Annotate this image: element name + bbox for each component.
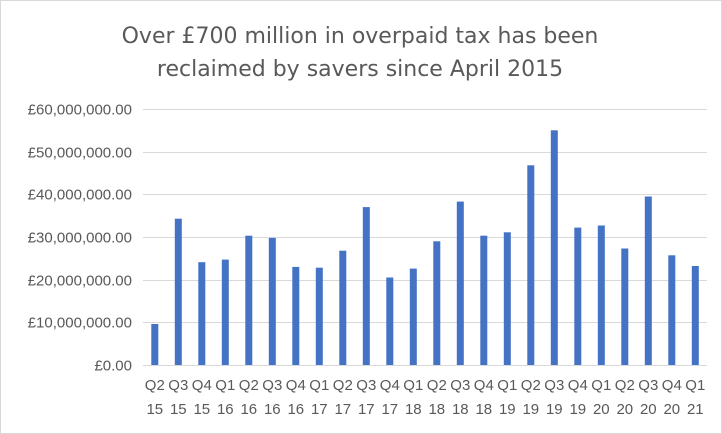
x-tick-label-quarter: Q3 — [168, 377, 188, 394]
x-tick-label-quarter: Q2 — [615, 377, 635, 394]
x-tick-label-quarter: Q4 — [474, 377, 494, 394]
x-tick-label-year: 17 — [358, 401, 375, 418]
bar — [527, 165, 535, 365]
bar — [644, 196, 652, 365]
bar — [221, 259, 229, 365]
y-tick-label: £20,000,000.00 — [28, 273, 132, 290]
x-tick-label-quarter: Q3 — [262, 377, 282, 394]
x-tick-label-year: 17 — [311, 401, 328, 418]
x-tick-label-quarter: Q4 — [192, 377, 212, 394]
x-tick-label-year: 15 — [146, 401, 163, 418]
bar — [668, 255, 676, 365]
x-tick-label-year: 20 — [640, 401, 657, 418]
x-tick-label-quarter: Q3 — [638, 377, 658, 394]
y-tick-label: £60,000,000.00 — [28, 102, 132, 119]
x-tick-label-year: 17 — [334, 401, 351, 418]
x-tick-label-year: 19 — [546, 401, 563, 418]
bar — [339, 250, 347, 365]
x-tick-label-year: 17 — [381, 401, 398, 418]
x-tick-label-year: 15 — [170, 401, 187, 418]
y-tick-label: £30,000,000.00 — [28, 230, 132, 247]
bar — [574, 227, 582, 365]
x-tick-label-quarter: Q4 — [380, 377, 400, 394]
chart-title-line-2: reclaimed by savers since April 2015 — [156, 57, 564, 82]
x-tick-label-quarter: Q2 — [427, 377, 447, 394]
x-tick-label-quarter: Q4 — [568, 377, 588, 394]
y-tick-label: £40,000,000.00 — [28, 187, 132, 204]
chart-title-line-1: Over £700 million in overpaid tax has be… — [121, 24, 599, 49]
gridlines — [143, 109, 707, 366]
x-tick-label-quarter: Q1 — [685, 377, 705, 394]
chart-title: Over £700 million in overpaid tax has be… — [0, 20, 720, 86]
x-tick-label-quarter: Q2 — [521, 377, 541, 394]
x-tick-label-year: 20 — [663, 401, 680, 418]
bar — [691, 266, 699, 365]
bar — [597, 225, 605, 365]
x-tick-label-year: 16 — [240, 401, 257, 418]
x-tick-label-quarter: Q2 — [239, 377, 259, 394]
bar — [362, 207, 370, 365]
bar — [433, 241, 441, 365]
y-tick-label: £10,000,000.00 — [28, 315, 132, 332]
x-tick-label-quarter: Q1 — [591, 377, 611, 394]
bar — [245, 235, 253, 365]
bar — [174, 218, 182, 365]
x-tick-label-year: 16 — [217, 401, 234, 418]
x-tick-label-year: 18 — [475, 401, 492, 418]
x-tick-label-quarter: Q1 — [497, 377, 517, 394]
x-tick-label-year: 18 — [452, 401, 469, 418]
x-tick-label-year: 19 — [499, 401, 516, 418]
x-tick-label-quarter: Q1 — [309, 377, 329, 394]
x-tick-label-quarter: Q4 — [662, 377, 682, 394]
bar — [292, 266, 300, 365]
y-tick-label: £50,000,000.00 — [28, 145, 132, 162]
bar — [480, 235, 488, 365]
x-tick-label-year: 16 — [287, 401, 304, 418]
bar — [386, 277, 394, 365]
bar — [268, 237, 276, 365]
bar — [550, 130, 558, 365]
x-tick-label-quarter: Q3 — [544, 377, 564, 394]
x-tick-label-year: 15 — [193, 401, 210, 418]
y-tick-label: £0.00 — [94, 358, 132, 375]
x-tick-label-year: 19 — [522, 401, 539, 418]
bars — [151, 130, 699, 365]
x-tick-label-quarter: Q2 — [333, 377, 353, 394]
x-tick-label-year: 20 — [616, 401, 633, 418]
bar — [198, 262, 206, 365]
x-tick-label-quarter: Q3 — [356, 377, 376, 394]
x-tick-label-year: 18 — [405, 401, 422, 418]
bar — [456, 201, 464, 365]
x-tick-label-quarter: Q2 — [145, 377, 165, 394]
x-tick-label-year: 20 — [593, 401, 610, 418]
x-tick-label-quarter: Q3 — [450, 377, 470, 394]
bar — [151, 324, 159, 365]
x-tick-label-quarter: Q4 — [286, 377, 306, 394]
x-tick-label-quarter: Q1 — [215, 377, 235, 394]
x-tick-label-year: 18 — [428, 401, 445, 418]
bar — [409, 268, 417, 365]
x-tick-label-quarter: Q1 — [403, 377, 423, 394]
bar — [503, 232, 511, 365]
bar — [621, 248, 629, 365]
x-axis-labels: Q2 15 Q3 15 Q4 15 Q1 16 Q2 16 Q3 16 Q4 16 Q1 17 Q2 17 Q3 17… — [145, 377, 706, 418]
y-axis-labels: £0.00 £10,000,000.00 £20,000,000.00 £30,000… — [28, 102, 132, 375]
bar — [315, 267, 323, 365]
x-tick-label-year: 21 — [687, 401, 704, 418]
x-tick-label-year: 16 — [264, 401, 281, 418]
x-tick-label-year: 19 — [569, 401, 586, 418]
